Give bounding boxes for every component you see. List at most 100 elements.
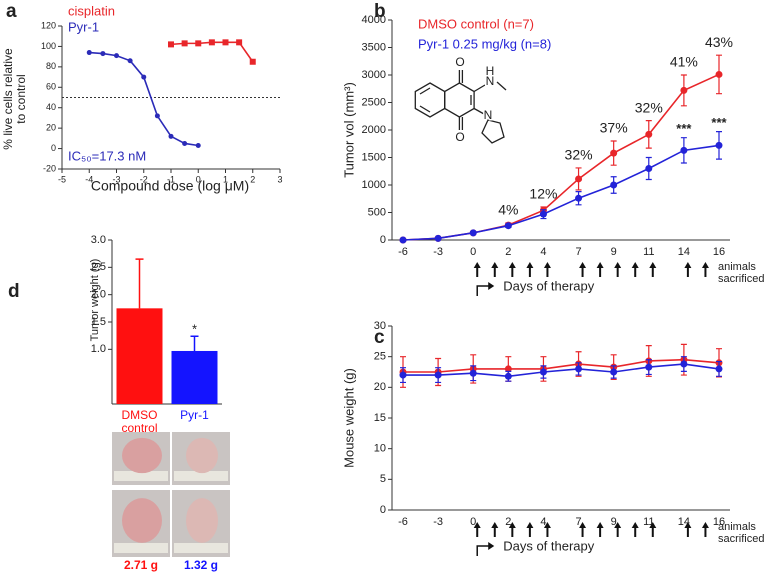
marker [610,149,618,157]
dose-arrow-head [526,522,534,528]
marker [680,146,688,154]
atom-label: O [455,130,464,144]
dose-arrow-head [649,262,657,268]
y-tick-label: 20 [46,123,56,133]
legend-label: Pyr-1 0.25 mg/kg (n=8) [418,36,551,51]
y-tick-label: 4000 [362,14,386,26]
x-tick-label: -1 [167,174,175,184]
significance-label: * [192,322,197,337]
tumor [122,498,162,543]
dose-arrow-head [543,522,551,528]
y-tick-label: 0 [380,504,386,516]
y-tick-label: 2.5 [91,261,106,273]
error-bar [190,335,199,351]
dose-arrow-head [631,522,639,528]
category-label: Pyr-1 [180,408,209,422]
marker [434,371,442,379]
y-tick-label: 60 [46,82,56,92]
x-tick-label: 4 [540,246,546,258]
panel-letter: d [8,281,20,302]
atom-label: O [455,55,464,69]
x-tick-label: 14 [678,246,690,258]
bar [171,350,218,404]
marker [715,141,723,149]
error-bar [135,258,144,309]
x-tick-label: 7 [575,246,581,258]
x-tick-label: 11 [643,246,654,258]
marker [208,39,215,46]
x-tick-label: 16 [713,516,725,528]
x-tick-label: 3 [277,174,282,184]
marker [539,368,547,376]
y-tick-label: 80 [46,61,56,71]
y-tick-label: 120 [41,20,56,30]
series-line [402,144,720,241]
y-tick-label: 1000 [362,179,386,191]
marker [181,40,188,47]
y-axis-label: Mouse weight (g) [341,368,356,468]
dose-arrow-head [649,522,657,528]
legend-label: DMSO control (n=7) [418,16,534,31]
y-tick-label: 25 [374,351,386,363]
y-tick-label: 30 [374,320,386,332]
marker [127,58,133,64]
y-axis-label: Tumor weight (g) [89,259,101,342]
marker [645,130,653,138]
y-tick-label: 40 [46,102,56,112]
dose-arrow-head [684,522,692,528]
therapy-start-head [488,282,495,290]
y-tick-label: 0 [380,234,386,246]
marker [575,365,583,373]
photo-label: 2.71 g [124,558,158,572]
x-tick-label: -4 [85,174,93,184]
marker [645,363,653,371]
x-axis-label: Days of therapy [503,278,595,293]
photo-label: 1.32 g [184,558,218,572]
marker [141,74,147,80]
dose-arrow-head [579,522,587,528]
y-tick-label: 2000 [362,124,386,136]
marker [399,236,407,244]
y-tick-label: 20 [374,381,386,393]
y-tick-label: 1.0 [91,343,106,355]
photo-ruler [114,543,168,553]
x-tick-label: 7 [575,516,581,528]
atom-label: N [486,74,495,88]
dose-arrow-head [579,262,587,268]
atom-label: N [484,108,493,122]
marker [399,371,407,379]
y-tick-label: 15 [374,412,386,424]
marker [434,234,442,242]
y-tick-label: 3500 [362,41,386,53]
end-label: animals sacrificed [718,261,765,285]
panel-letter: a [6,1,17,22]
tumor [122,437,162,474]
marker [680,86,688,94]
dose-arrow-head [543,262,551,268]
y-tick-label: 1500 [362,151,386,163]
dose-arrow-head [684,262,692,268]
photo-ruler [174,543,228,553]
marker [575,175,583,183]
x-tick-label: 9 [611,516,617,528]
marker [610,368,618,376]
x-tick-label: 11 [643,516,654,528]
inhibition-label: 32% [565,147,593,163]
marker [195,143,201,149]
marker [715,70,723,78]
chemical-structure [414,70,507,144]
y-tick-label: 2.0 [91,289,106,301]
dose-arrow-head [631,262,639,268]
inhibition-label: 4% [498,202,518,218]
marker [86,50,92,56]
y-tick-label: 0 [51,143,56,153]
legend-label: cisplatin [68,3,115,18]
y-tick-label: 5 [380,473,386,485]
dose-arrow-head [491,262,499,268]
marker [154,113,160,119]
marker [504,365,512,373]
marker [114,53,119,59]
series-line [403,363,720,378]
